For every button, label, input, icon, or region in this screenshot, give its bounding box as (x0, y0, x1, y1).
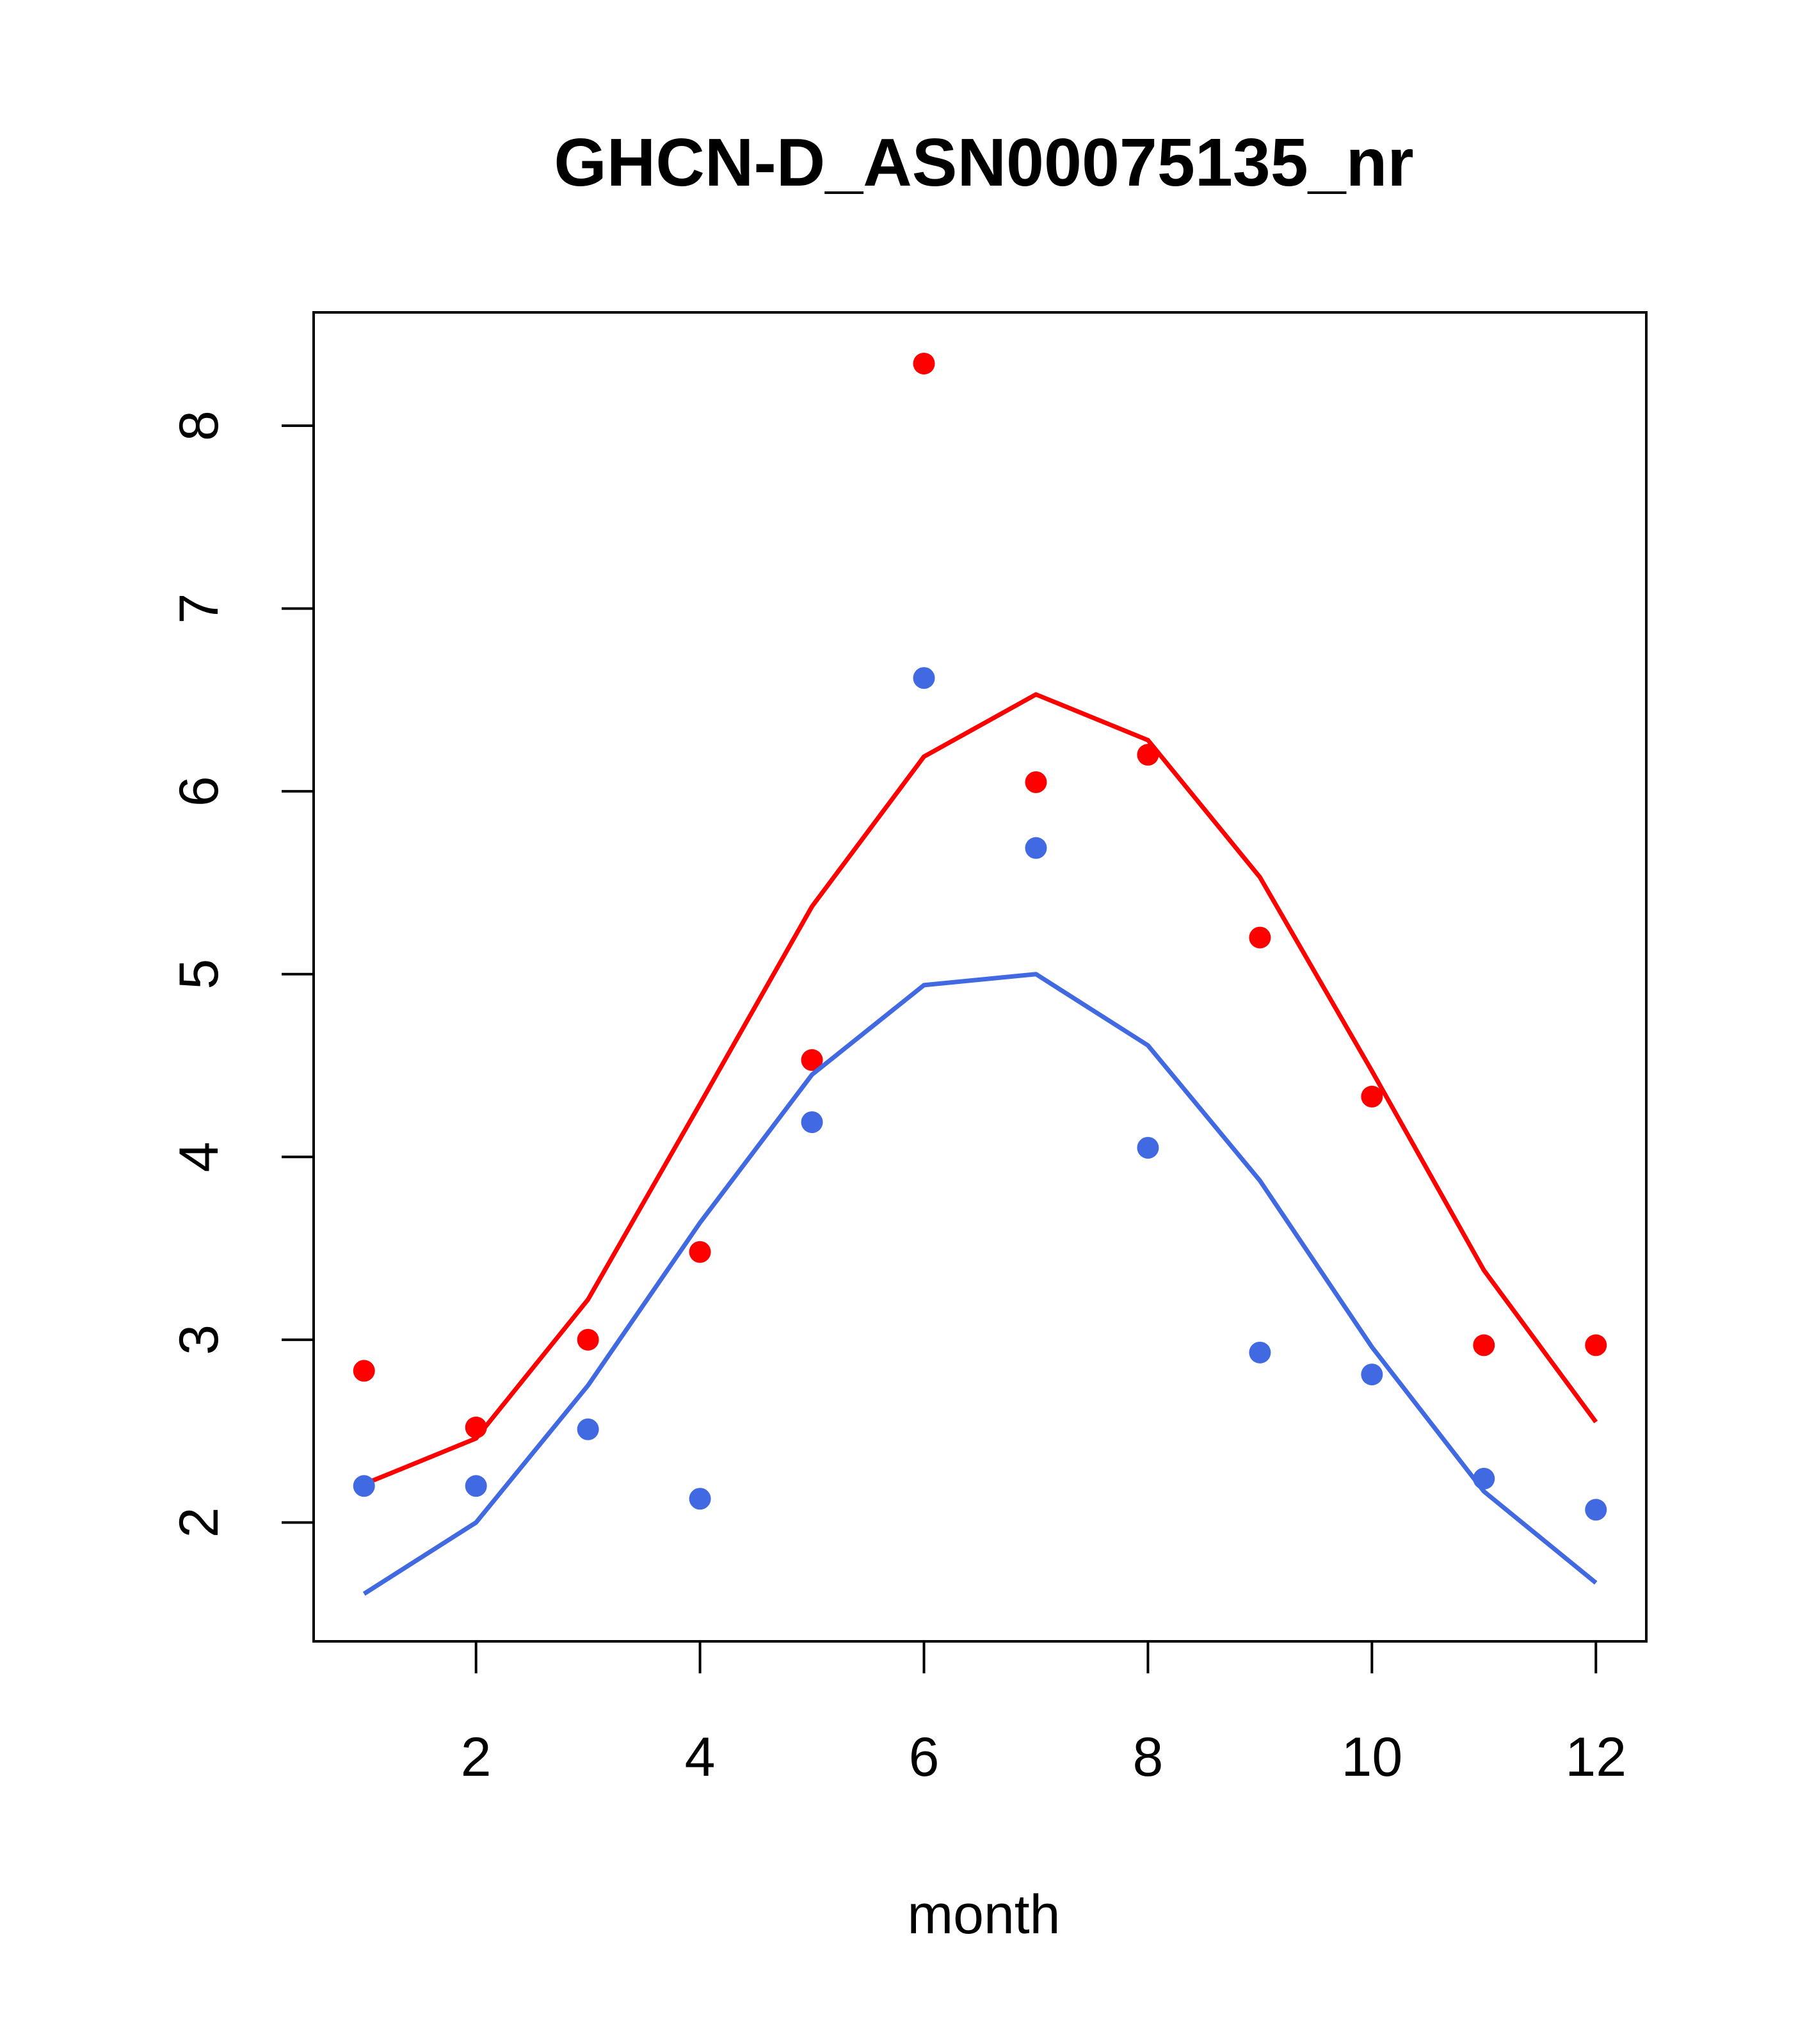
x-axis-label: month (907, 1884, 1060, 1945)
series-1-point (1137, 744, 1159, 766)
series-1-point (353, 1360, 375, 1382)
y-tick-label: 3 (168, 1324, 230, 1355)
x-tick-label: 2 (461, 1726, 492, 1788)
series-1-point (1473, 1334, 1495, 1356)
series-1-point (1249, 926, 1271, 949)
series-1-point (1361, 1086, 1383, 1108)
series-2-point (689, 1488, 711, 1510)
y-tick-label: 6 (168, 776, 230, 807)
series-2-point (1473, 1467, 1495, 1490)
series-2-point (465, 1475, 487, 1497)
y-tick-label: 8 (168, 410, 230, 441)
chart-title: GHCN-D_ASN00075135_nr (554, 125, 1413, 200)
series-2-point (1137, 1136, 1159, 1159)
series-1-point (1025, 771, 1047, 793)
x-tick-label: 8 (1133, 1726, 1164, 1788)
series-1-point (577, 1328, 599, 1351)
series-1-point (801, 1049, 823, 1071)
series-1-point (689, 1241, 711, 1263)
x-tick-label: 4 (685, 1726, 716, 1788)
y-tick-label: 7 (168, 593, 230, 624)
series-2-point (1361, 1364, 1383, 1386)
series-2-point (577, 1418, 599, 1440)
y-tick-label: 5 (168, 959, 230, 990)
series-2-point (801, 1111, 823, 1134)
y-tick-label: 4 (168, 1141, 230, 1172)
x-tick-label: 10 (1342, 1726, 1403, 1788)
y-tick-label: 2 (168, 1507, 230, 1538)
x-tick-label: 12 (1565, 1726, 1626, 1788)
plot-area: 2 4 6 8 10 12 2 3 4 5 6 7 8 (168, 311, 1648, 1788)
x-tick-label: 6 (909, 1726, 940, 1788)
series-2-point (913, 667, 935, 689)
series-2-point (1585, 1499, 1607, 1521)
series-2-point (1249, 1341, 1271, 1364)
series-2-point (1025, 837, 1047, 859)
series-1-point (913, 352, 935, 374)
series-1-point (1585, 1334, 1607, 1356)
series-2-line (362, 972, 1598, 1596)
series-2-point (353, 1475, 375, 1497)
series-1-line (363, 692, 1598, 1486)
plot-frame (312, 311, 1648, 1643)
series-1-point (465, 1416, 487, 1438)
